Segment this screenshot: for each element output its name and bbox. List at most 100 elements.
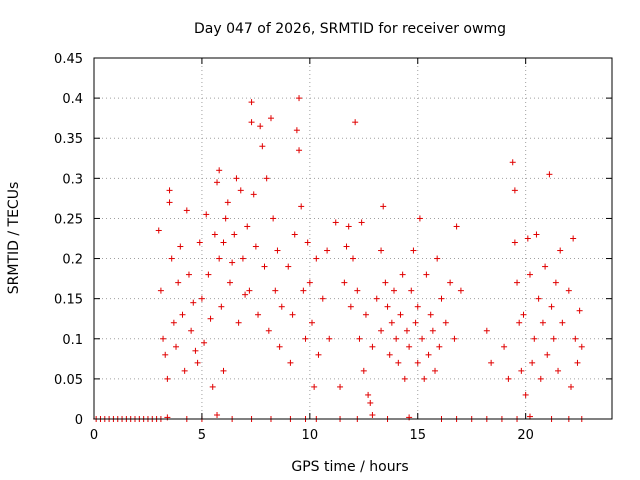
- data-point: [198, 295, 205, 302]
- data-point: [231, 231, 238, 238]
- data-point: [347, 303, 354, 310]
- plot-frame: [93, 57, 613, 420]
- data-point: [164, 375, 171, 382]
- data-point: [529, 359, 536, 366]
- data-point: [539, 319, 546, 326]
- data-point: [356, 335, 363, 342]
- data-point: [239, 255, 246, 262]
- data-point: [393, 335, 400, 342]
- data-point: [403, 327, 410, 334]
- data-point: [557, 247, 564, 254]
- data-point: [414, 359, 421, 366]
- data-point: [451, 335, 458, 342]
- data-point: [175, 279, 182, 286]
- data-point: [179, 311, 186, 318]
- data-point: [216, 167, 223, 174]
- data-point: [373, 295, 380, 302]
- data-point: [578, 343, 585, 350]
- data-point: [559, 319, 566, 326]
- data-point: [555, 367, 562, 374]
- data-point: [304, 239, 311, 246]
- data-point: [567, 383, 574, 390]
- data-point: [537, 375, 544, 382]
- y-tick-label: 0: [75, 413, 83, 428]
- data-point: [296, 147, 303, 154]
- y-tick-label: 0.05: [54, 373, 83, 388]
- data-point: [306, 279, 313, 286]
- data-point: [257, 123, 264, 130]
- data-point: [354, 287, 361, 294]
- data-point: [574, 359, 581, 366]
- data-point: [289, 311, 296, 318]
- data-point: [203, 211, 210, 218]
- data-point: [252, 243, 259, 250]
- data-point: [162, 351, 169, 358]
- data-point: [535, 295, 542, 302]
- data-point: [188, 327, 195, 334]
- data-point: [222, 215, 229, 222]
- data-point: [401, 375, 408, 382]
- data-point: [447, 279, 454, 286]
- data-point: [242, 291, 249, 298]
- data-point: [522, 391, 529, 398]
- data-point: [315, 351, 322, 358]
- data-point: [408, 287, 415, 294]
- data-point: [380, 203, 387, 210]
- data-point: [511, 187, 518, 194]
- data-point: [369, 411, 376, 418]
- data-point: [548, 303, 555, 310]
- data-point: [365, 391, 372, 398]
- data-point: [216, 255, 223, 262]
- data-point: [483, 327, 490, 334]
- data-point: [345, 223, 352, 230]
- data-point: [259, 143, 266, 150]
- data-point: [442, 319, 449, 326]
- data-point: [358, 219, 365, 226]
- data-point: [565, 287, 572, 294]
- data-point: [367, 399, 374, 406]
- data-point: [332, 219, 339, 226]
- data-point: [350, 255, 356, 262]
- data-point: [397, 311, 404, 318]
- data-point: [488, 359, 495, 366]
- data-point: [544, 351, 551, 358]
- data-point: [511, 239, 518, 246]
- data-point: [272, 287, 279, 294]
- data-point: [183, 207, 190, 214]
- data-point: [302, 335, 309, 342]
- y-tick-label: 0.1: [62, 333, 83, 348]
- data-point: [434, 255, 441, 262]
- data-point: [248, 99, 255, 106]
- data-point: [384, 303, 391, 310]
- data-point: [220, 367, 227, 374]
- data-point: [263, 175, 270, 182]
- data-point: [300, 287, 307, 294]
- grid-lines: [94, 58, 612, 419]
- x-axis-label: GPS time / hours: [291, 459, 408, 475]
- data-point: [308, 319, 315, 326]
- data-point: [311, 383, 318, 390]
- data-point: [395, 359, 402, 366]
- data-point: [362, 311, 369, 318]
- data-point: [293, 127, 300, 134]
- data-point: [369, 343, 376, 350]
- data-point: [516, 319, 523, 326]
- data-point: [298, 203, 305, 210]
- data-point: [576, 307, 583, 314]
- data-point: [218, 303, 225, 310]
- y-tick-label: 0.4: [62, 92, 83, 107]
- data-point: [570, 235, 577, 242]
- data-point: [214, 411, 221, 418]
- data-point: [237, 187, 244, 194]
- data-point: [267, 115, 274, 122]
- data-point: [432, 367, 439, 374]
- data-point: [514, 279, 521, 286]
- data-point: [337, 383, 344, 390]
- data-point: [207, 315, 214, 322]
- data-point: [388, 319, 395, 326]
- x-tick-label: 5: [198, 428, 206, 443]
- data-point: [533, 231, 540, 238]
- data-point: [181, 367, 188, 374]
- data-point: [550, 335, 557, 342]
